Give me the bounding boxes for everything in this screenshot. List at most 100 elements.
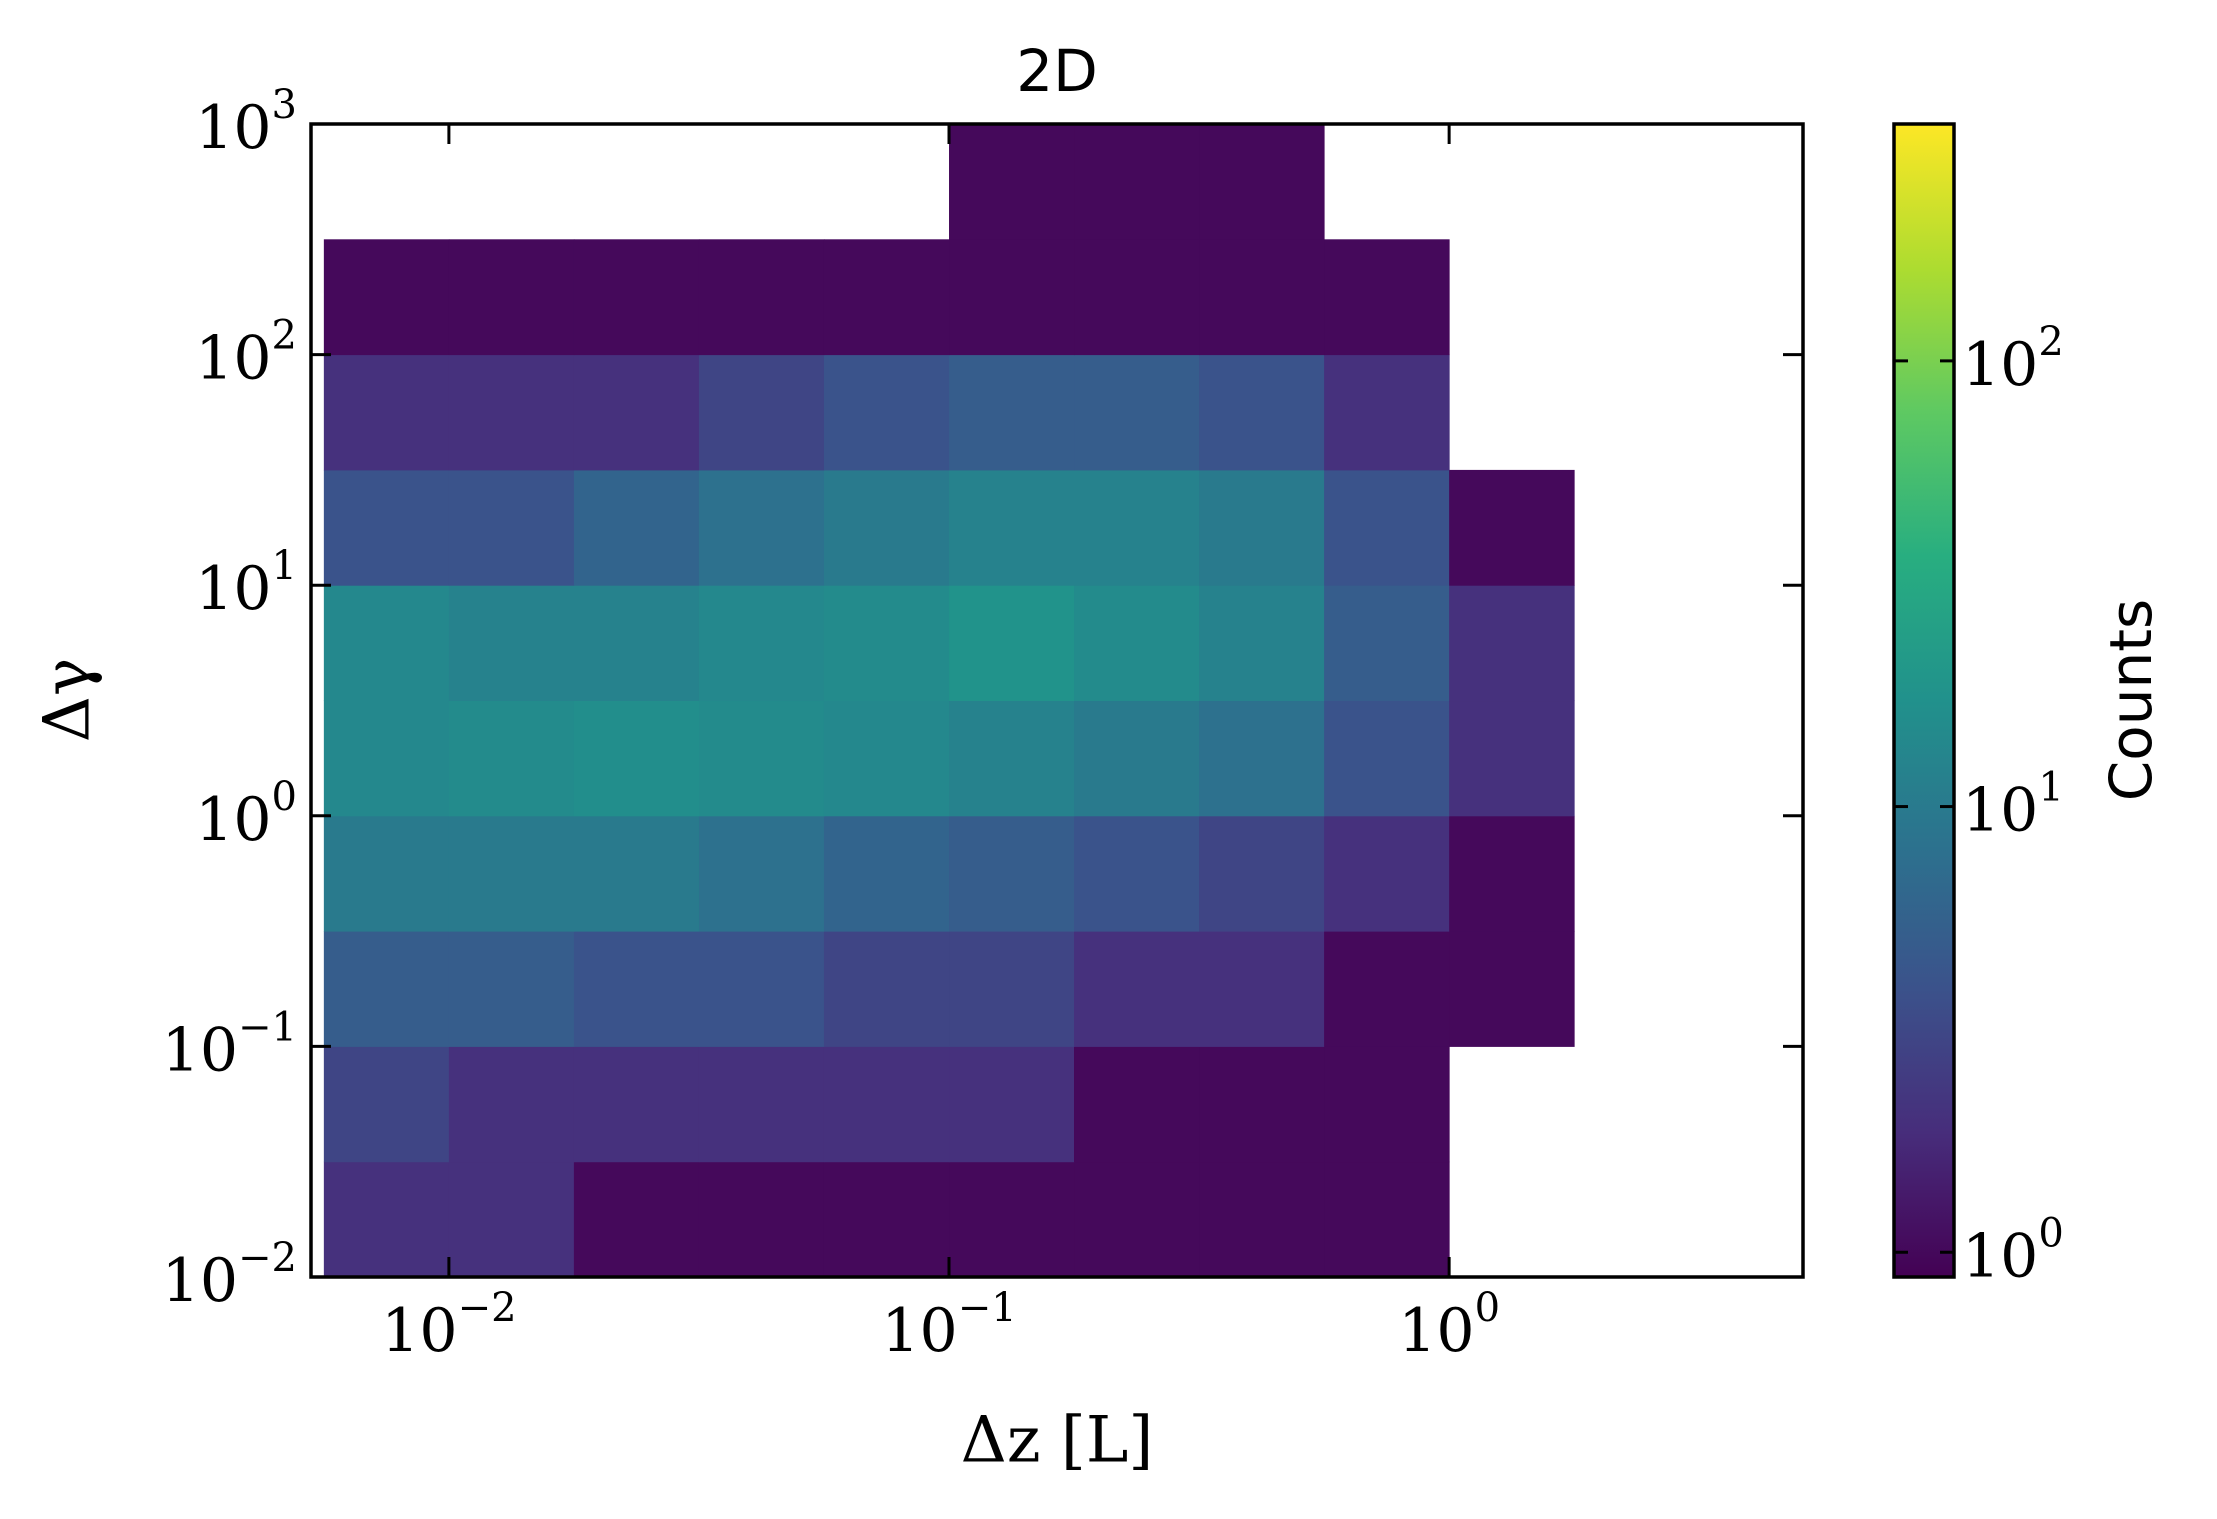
hist-cell bbox=[698, 469, 825, 586]
hist-cell bbox=[823, 1046, 950, 1163]
y-tick-label: 103 bbox=[195, 82, 297, 163]
colorbar bbox=[1892, 122, 1956, 1279]
hist-cell bbox=[949, 585, 1075, 702]
hist-cell bbox=[1324, 354, 1450, 471]
y-tick-label: 100 bbox=[195, 774, 297, 855]
hist-cell bbox=[1074, 700, 1200, 817]
hist-cell bbox=[823, 700, 950, 817]
hist-cell bbox=[448, 585, 575, 702]
y-tick-label: 102 bbox=[195, 313, 297, 394]
hist-cell bbox=[1324, 585, 1450, 702]
hist-cell bbox=[1199, 815, 1325, 932]
hist-cell bbox=[823, 585, 950, 702]
hist-cell bbox=[323, 931, 450, 1047]
hist-cell bbox=[573, 1161, 700, 1277]
hist-cell bbox=[1199, 469, 1325, 586]
hist-cell bbox=[323, 815, 450, 932]
hist-cell bbox=[1199, 585, 1325, 702]
hist-cell bbox=[949, 239, 1075, 356]
hist-cell bbox=[698, 354, 825, 471]
hist-cell bbox=[1074, 239, 1200, 356]
hist-cell bbox=[573, 469, 700, 586]
hist-cell bbox=[1199, 1161, 1325, 1277]
chart-title: 2D bbox=[1016, 37, 1098, 105]
hist-cell bbox=[323, 585, 450, 702]
hist-cell bbox=[1199, 1046, 1325, 1163]
hist-cell bbox=[323, 469, 450, 586]
hist-cell bbox=[1449, 585, 1575, 702]
heatmap bbox=[323, 124, 1575, 1277]
hist-cell bbox=[1199, 931, 1325, 1047]
hist-cell bbox=[323, 239, 450, 356]
hist-cell bbox=[573, 815, 700, 932]
hist-cell bbox=[823, 469, 950, 586]
hist-cell bbox=[1324, 1161, 1450, 1277]
colorbar-tick-label: 100 bbox=[1962, 1210, 2064, 1291]
hist-cell bbox=[323, 700, 450, 817]
hist-cell bbox=[448, 354, 575, 471]
hist-cell bbox=[1199, 354, 1325, 471]
y-tick-label: 10−2 bbox=[162, 1235, 297, 1316]
hist-cell bbox=[1199, 239, 1325, 356]
hist-cell bbox=[573, 700, 700, 817]
hist-cell bbox=[1074, 815, 1200, 932]
hist-cell bbox=[573, 931, 700, 1047]
hist-cell bbox=[323, 1046, 450, 1163]
hist-cell bbox=[1324, 1046, 1450, 1163]
hist-cell bbox=[823, 931, 950, 1047]
hist-cell bbox=[1324, 931, 1450, 1047]
hist-cell bbox=[949, 1046, 1075, 1163]
hist-cell bbox=[1449, 700, 1575, 817]
hist-cell bbox=[949, 469, 1075, 586]
hist-cell bbox=[1074, 1046, 1200, 1163]
hist-cell bbox=[698, 585, 825, 702]
colorbar-tick-label: 102 bbox=[1962, 319, 2064, 400]
hist-cell bbox=[1074, 354, 1200, 471]
hist-cell bbox=[1324, 239, 1450, 356]
hist-cell bbox=[1324, 469, 1450, 586]
colorbar-label: Counts bbox=[2097, 599, 2165, 801]
hist-cell bbox=[1199, 124, 1325, 240]
hist-cell bbox=[698, 931, 825, 1047]
hist-cell bbox=[698, 1046, 825, 1163]
hist-cell bbox=[1074, 931, 1200, 1047]
hist-cell bbox=[823, 239, 950, 356]
x-tick-label: 100 bbox=[1398, 1285, 1500, 1366]
hist-cell bbox=[949, 354, 1075, 471]
hist-cell bbox=[1449, 469, 1575, 586]
hist-cell bbox=[448, 700, 575, 817]
x-tick-label: 10−1 bbox=[881, 1285, 1016, 1366]
hist-cell bbox=[698, 700, 825, 817]
hist-cell bbox=[448, 469, 575, 586]
hist-cell bbox=[448, 1046, 575, 1163]
plot-frame bbox=[309, 122, 1805, 1279]
hist-cell bbox=[1449, 931, 1575, 1047]
hist-cell bbox=[1074, 469, 1200, 586]
hist-cell bbox=[1074, 585, 1200, 702]
y-axis-label: Δγ bbox=[31, 658, 105, 742]
hist-cell bbox=[323, 354, 450, 471]
hist-cell bbox=[949, 700, 1075, 817]
hist-cell bbox=[573, 239, 700, 356]
hist-cell bbox=[448, 1161, 575, 1277]
hist-cell bbox=[823, 354, 950, 471]
hist-cell bbox=[448, 815, 575, 932]
hist-cell bbox=[823, 815, 950, 932]
hist-cell bbox=[1324, 815, 1450, 932]
hist-cell bbox=[949, 931, 1075, 1047]
y-tick-label: 10−1 bbox=[162, 1004, 297, 1085]
hist-cell bbox=[1199, 700, 1325, 817]
hist-cell bbox=[823, 1161, 950, 1277]
hist-cell bbox=[573, 354, 700, 471]
hist-cell bbox=[448, 239, 575, 356]
x-axis-label: Δz [L] bbox=[961, 1404, 1154, 1478]
hist-cell bbox=[698, 239, 825, 356]
hist-cell bbox=[573, 585, 700, 702]
hist-cell bbox=[698, 815, 825, 932]
hist-cell bbox=[1074, 124, 1200, 240]
hist-cell bbox=[949, 815, 1075, 932]
x-tick-label: 10−2 bbox=[381, 1285, 516, 1366]
hist-cell bbox=[698, 1161, 825, 1277]
hist-cell bbox=[1074, 1161, 1200, 1277]
hist-cell bbox=[448, 931, 575, 1047]
